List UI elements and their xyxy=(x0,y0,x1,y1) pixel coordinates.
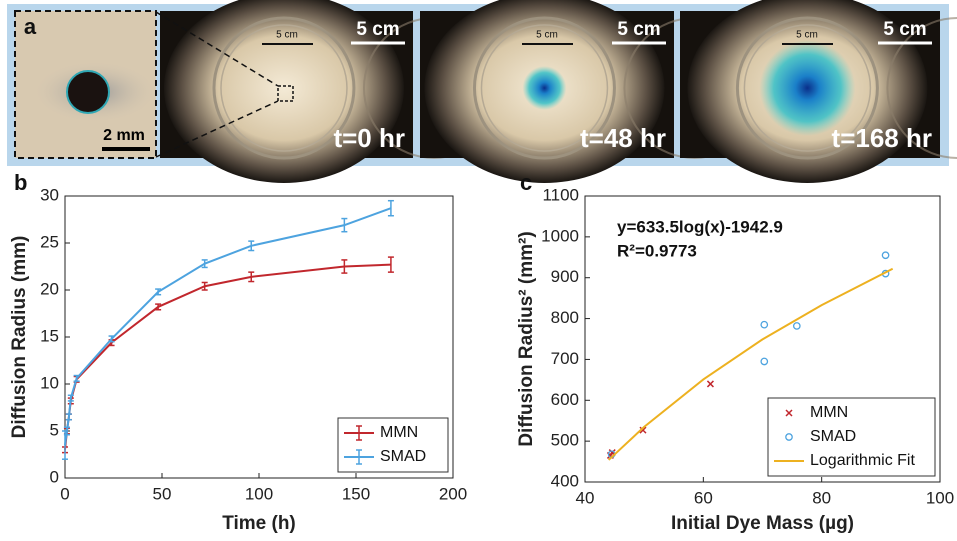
ruler-label: 5 cm xyxy=(536,30,558,41)
y-tick-label: 1000 xyxy=(541,226,579,245)
y-tick-label: 600 xyxy=(551,390,579,409)
error-bar xyxy=(387,199,394,217)
zoom-box xyxy=(277,85,294,102)
annotation: y=633.5log(x)-1942.9 xyxy=(617,217,783,236)
error-bar xyxy=(65,413,72,421)
dish xyxy=(212,16,356,160)
ruler-label: 5 cm xyxy=(796,30,818,41)
error-bar xyxy=(63,426,70,436)
time-label: t=168 hr xyxy=(832,123,932,153)
panel-label: c xyxy=(520,170,532,195)
dish xyxy=(886,17,957,159)
error-bar xyxy=(387,256,394,273)
inset-drop xyxy=(66,70,110,114)
y-tick-label: 700 xyxy=(551,349,579,368)
dish xyxy=(472,16,616,160)
legend xyxy=(337,417,449,473)
zoom-line xyxy=(155,100,279,158)
y-tick-label: 800 xyxy=(551,308,579,327)
dye-spot xyxy=(522,66,567,110)
x-tick-label: 0 xyxy=(60,484,69,503)
point xyxy=(881,251,890,260)
dish xyxy=(220,24,348,152)
panel-label: a xyxy=(24,14,37,39)
error-bar xyxy=(155,288,162,296)
x-tick-label: 60 xyxy=(694,488,713,507)
dish xyxy=(480,24,609,152)
x-axis-label: Initial Dye Mass (µg) xyxy=(671,513,854,534)
y-tick-label: 5 xyxy=(50,420,59,439)
y-tick-label: 30 xyxy=(40,185,59,204)
x-tick-label: 40 xyxy=(576,488,595,507)
y-tick-label: 20 xyxy=(40,279,59,298)
legend-label: MMN xyxy=(380,424,418,441)
error-bar xyxy=(201,259,208,269)
series-line xyxy=(607,267,894,461)
x-tick-label: 100 xyxy=(245,484,273,503)
error-bar xyxy=(201,281,208,291)
x-tick-label: 50 xyxy=(153,484,172,503)
y-tick-label: 400 xyxy=(551,471,579,490)
time-label: t=48 hr xyxy=(580,123,666,153)
error-bar xyxy=(248,271,255,283)
dish xyxy=(735,16,879,160)
error-bar xyxy=(67,394,74,402)
legend-label: Logarithmic Fit xyxy=(810,452,915,469)
x-tick-label: 150 xyxy=(342,484,370,503)
y-tick-label: 15 xyxy=(40,326,59,345)
error-bar xyxy=(248,240,255,252)
error-bar xyxy=(341,259,348,274)
point xyxy=(792,322,801,330)
error-bar xyxy=(73,374,80,382)
zoom-line xyxy=(155,11,279,87)
error-bar xyxy=(155,303,162,311)
photo-row: 5 cm 5 cm t=0 hr 5 cm 5 cm t=48 hr 5 cm 5 cm t=1… xyxy=(160,0,957,183)
scale-label: 5 cm xyxy=(883,19,926,40)
ruler-label: 5 cm xyxy=(276,30,298,41)
y-tick-label: 0 xyxy=(50,467,59,486)
x-axis-label: Time (h) xyxy=(222,513,296,534)
time-label: t=0 hr xyxy=(333,123,405,153)
y-tick-label: 900 xyxy=(551,267,579,286)
y-tick-label: 1100 xyxy=(542,185,579,204)
legend-swatch xyxy=(785,409,793,417)
panel-label: b xyxy=(14,170,27,195)
legend-label: SMAD xyxy=(810,428,856,445)
point xyxy=(706,380,714,388)
y-tick-label: 500 xyxy=(551,431,579,450)
x-tick-label: 100 xyxy=(926,488,954,507)
y-tick-label: 10 xyxy=(40,373,59,392)
dye-spot xyxy=(759,40,856,136)
point xyxy=(760,357,769,366)
x-tick-label: 80 xyxy=(812,488,831,507)
inset-border xyxy=(14,10,157,159)
point-stroke xyxy=(639,426,647,434)
error-bar xyxy=(341,217,348,233)
legend xyxy=(767,397,936,477)
annotation: R²=0.9773 xyxy=(617,241,697,260)
point xyxy=(760,320,769,329)
scale-label: 5 cm xyxy=(356,19,399,40)
dish xyxy=(743,24,872,152)
legend-swatch xyxy=(785,433,793,441)
error-bar xyxy=(108,335,115,343)
legend-label: SMAD xyxy=(380,448,426,465)
legend-label: MMN xyxy=(810,404,848,421)
point-stroke xyxy=(608,449,616,457)
light xyxy=(164,0,404,183)
point-stroke xyxy=(706,380,714,388)
inset-scale-label: 2 mm xyxy=(103,127,145,144)
x-tick-label: 200 xyxy=(439,484,467,503)
y-axis-label: Diffusion Radius² (mm²) xyxy=(516,231,537,446)
y-tick-label: 25 xyxy=(40,232,59,251)
point xyxy=(639,426,647,434)
scale-label: 5 cm xyxy=(617,19,660,40)
y-axis-label: Diffusion Radius (mm) xyxy=(9,236,30,439)
